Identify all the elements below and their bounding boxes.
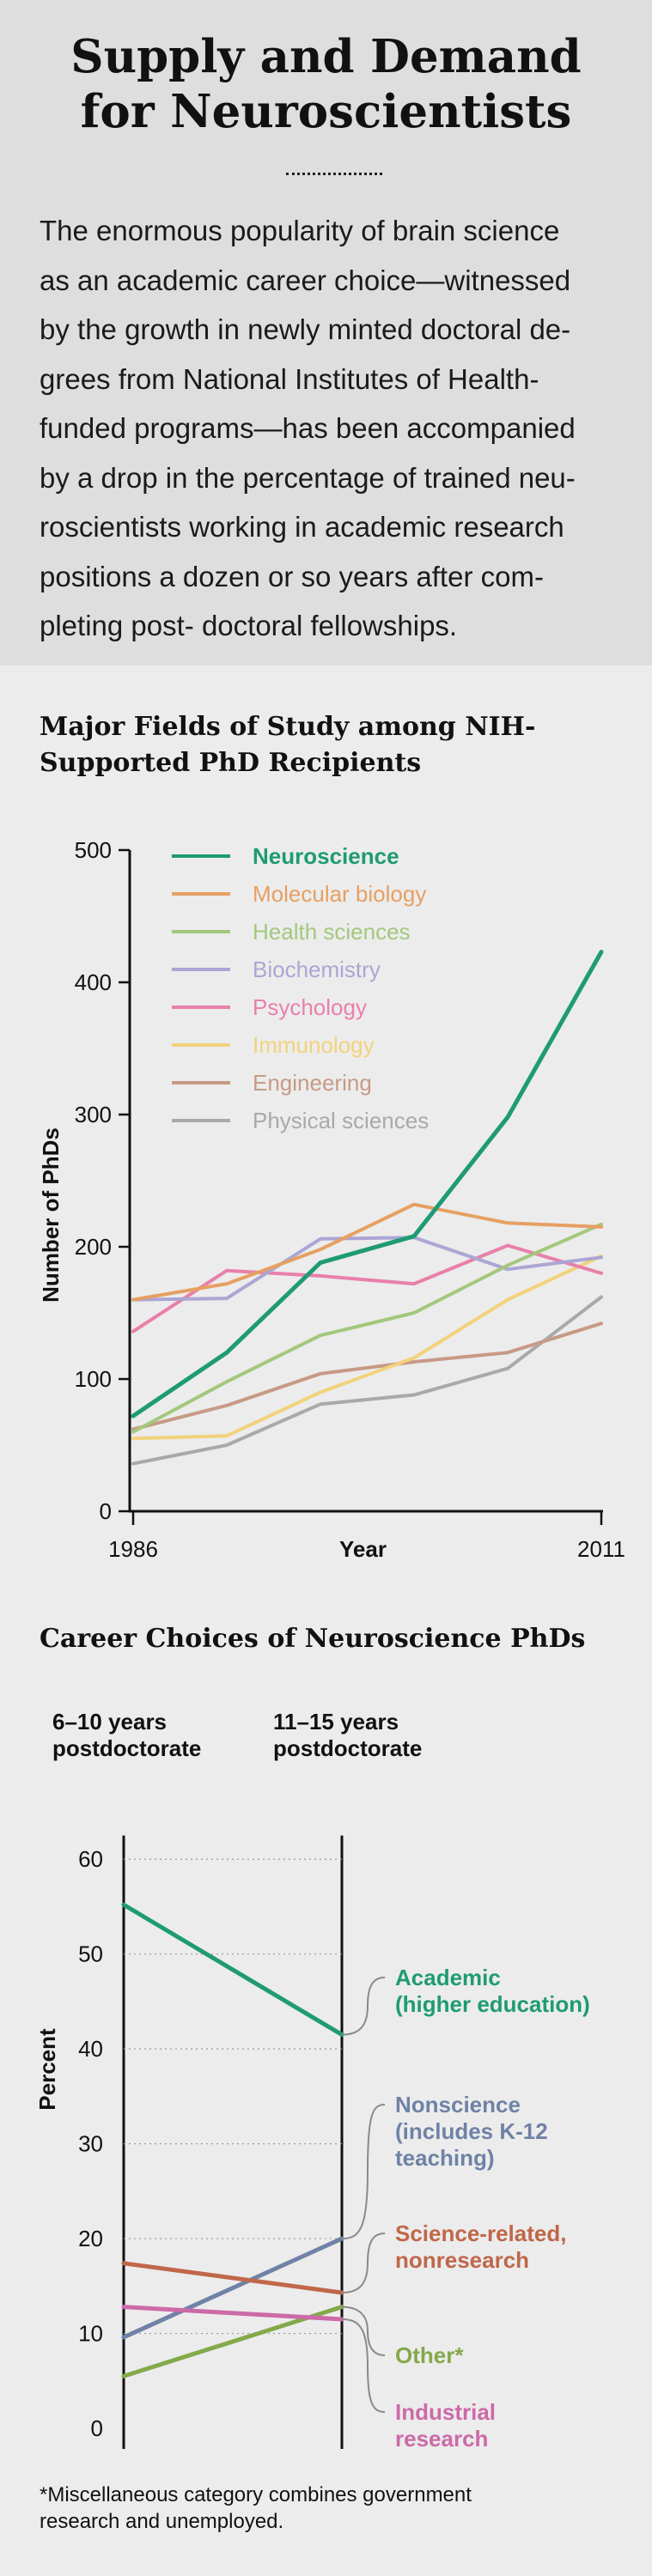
series-label: (higher education) [395, 1991, 590, 2017]
legend-label: Neuroscience [253, 843, 399, 869]
intro-line: by a drop in the percentage of trained n… [40, 461, 576, 494]
intro-line: as an academic career choice—witnessed [40, 264, 571, 296]
legend-label: Psychology [253, 994, 367, 1020]
series-line-molecular-biology [131, 1202, 603, 1302]
chart1-title: Major Fields of Study among NIH- Support… [40, 709, 624, 781]
intro-line: funded programs—has been accompanied [40, 412, 576, 444]
series-label: teaching) [395, 2145, 495, 2171]
series-line-psychology [131, 1243, 603, 1334]
leader-line [341, 2306, 386, 2356]
title-line: Supply and Demand [70, 30, 582, 83]
series-line-health-sciences [131, 1222, 603, 1434]
slope-line [121, 1902, 344, 2038]
intro-line: positions a dozen or so years after com- [40, 560, 544, 592]
y-tick-label: 60 [78, 1846, 103, 1872]
series-line-engineering [131, 1321, 603, 1431]
chart1-title-line: Major Fields of Study among NIH- [40, 712, 536, 742]
slope-line [121, 2261, 344, 2295]
intro-line: grees from National Institutes of Health… [40, 362, 539, 395]
intro-line: roscientists working in academic researc… [40, 511, 564, 543]
series-line-biochemistry [131, 1236, 603, 1302]
y-tick-label: 500 [75, 837, 112, 863]
intro-line: pleting post- doctoral fellowships. [40, 610, 458, 641]
category-label: 6–10 years [52, 1709, 167, 1735]
intro-line: by the growth in newly minted doctoral d… [40, 313, 571, 345]
intro-text: The enormous popularity of brain science… [40, 206, 620, 651]
series-label: Academic [395, 1965, 501, 1990]
category-label: postdoctorate [52, 1735, 201, 1761]
y-tick-label: 300 [75, 1102, 112, 1127]
y-tick-label: 10 [78, 2321, 103, 2347]
slope-line [121, 2236, 344, 2340]
y-axis-title: Number of PhDs [38, 1127, 64, 1303]
series-label: Industrial [395, 2399, 496, 2425]
x-tick-label: 1986 [108, 1536, 158, 1562]
x-axis-title: Year [339, 1536, 387, 1562]
series-line-immunology [131, 1254, 603, 1441]
y-axis-title: Percent [34, 2028, 60, 2111]
title-divider [286, 173, 382, 175]
footnote-line: *Miscellaneous category combines governm… [40, 2483, 472, 2506]
leader-line [341, 2233, 386, 2294]
leader-line [341, 2318, 386, 2413]
series-label: Other* [395, 2342, 464, 2368]
series-line-neuroscience [131, 950, 604, 1419]
chart2-title: Career Choices of Neuroscience PhDs [40, 1624, 586, 1654]
intro-line: The enormous popularity of brain science [40, 215, 560, 246]
series-label: nonresearch [395, 2247, 529, 2273]
y-tick-label: 200 [75, 1234, 112, 1260]
y-tick-label: 30 [78, 2131, 103, 2157]
footnote: *Miscellaneous category combines governm… [40, 2482, 606, 2535]
page-title: Supply and Demand for Neuroscientists [0, 29, 652, 139]
series-line-physical-sciences [131, 1295, 603, 1466]
legend-label: Engineering [253, 1070, 372, 1096]
x-tick-label: 2011 [577, 1536, 625, 1562]
series-label: (includes K-12 [395, 2118, 548, 2144]
series-label: Science-related, [395, 2221, 566, 2246]
category-label: postdoctorate [273, 1735, 422, 1761]
y-tick-label: 100 [75, 1366, 112, 1392]
title-line: for Neuroscientists [80, 85, 572, 138]
chart1-title-line: Supported PhD Recipients [40, 748, 422, 778]
legend-label: Physical sciences [253, 1108, 429, 1133]
y-tick-label: 50 [78, 1941, 103, 1967]
leader-line [341, 1977, 386, 2036]
series-label: Nonscience [395, 2092, 521, 2117]
category-label: 11–15 years [273, 1709, 399, 1735]
phd-fields-line-chart: 0 100 200 300 400 500 1986 2011 Year Number of Ph… [38, 837, 625, 1562]
legend-label: Immunology [253, 1032, 375, 1058]
legend-label: Health sciences [253, 919, 411, 945]
y-tick-label: 0 [91, 2415, 103, 2441]
footnote-line: research and unemployed. [40, 2510, 284, 2533]
slope-line [121, 2305, 344, 2322]
y-tick-label: 40 [78, 2036, 103, 2062]
legend-label: Biochemistry [253, 957, 381, 982]
legend-label: Molecular biology [253, 881, 426, 907]
y-tick-label: 20 [78, 2226, 103, 2251]
y-tick-label: 0 [100, 1498, 112, 1524]
y-tick-label: 400 [75, 969, 112, 995]
leader-line [341, 2104, 386, 2240]
series-label: research [395, 2426, 488, 2451]
intro-panel: Supply and Demand for Neuroscientists Th… [0, 0, 652, 665]
